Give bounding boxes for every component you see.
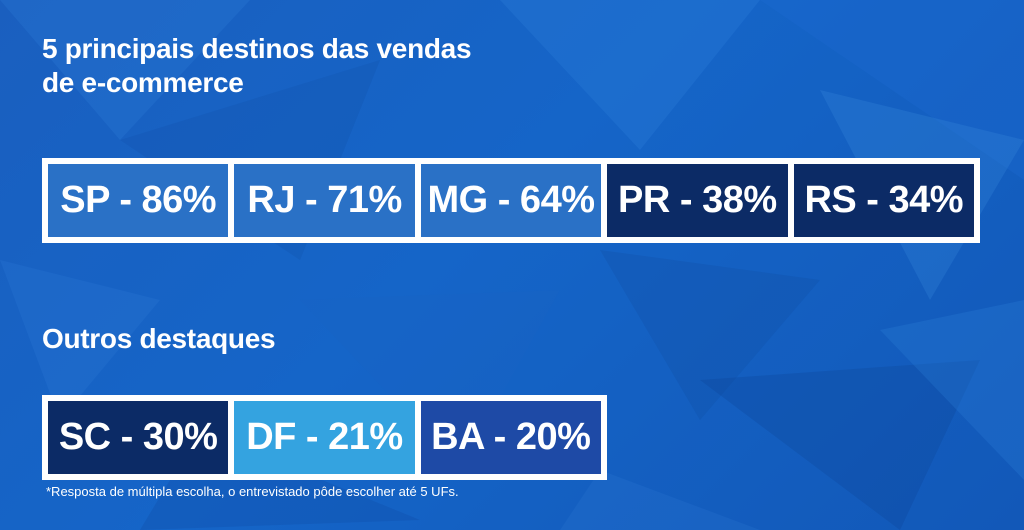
highlight-tile-sc: SC - 30%: [45, 398, 232, 477]
highlights-row: SC - 30% DF - 21% BA - 20%: [42, 395, 607, 480]
title-line-2: de e-commerce: [42, 67, 244, 98]
highlight-tile-ba: BA - 20%: [417, 398, 604, 477]
destination-tile-sp: SP - 86%: [45, 161, 232, 240]
highlights-heading: Outros destaques: [42, 323, 276, 354]
title-line-1: 5 principais destinos das vendas: [42, 33, 472, 64]
footnote: *Resposta de múltipla escolha, o entrevi…: [46, 484, 459, 499]
destination-tile-pr: PR - 38%: [604, 161, 791, 240]
destination-tile-rj: RJ - 71%: [231, 161, 418, 240]
destination-tile-rs: RS - 34%: [790, 161, 977, 240]
top-destinations-row: SP - 86% RJ - 71% MG - 64% PR - 38% RS -…: [42, 158, 980, 243]
highlight-tile-df: DF - 21%: [231, 398, 418, 477]
page-title: 5 principais destinos das vendas de e-co…: [42, 32, 472, 100]
destination-tile-mg: MG - 64%: [417, 161, 605, 240]
